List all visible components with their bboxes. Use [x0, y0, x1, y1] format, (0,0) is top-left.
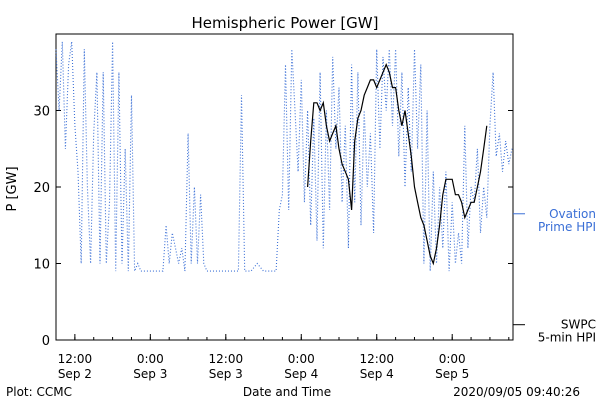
chart-title: Hemispheric Power [GW] [192, 14, 379, 32]
x-tick-date: Sep 3 [133, 367, 167, 381]
legend-label-line2: 5-min HPI [538, 331, 596, 345]
footer-timestamp: 2020/09/05 09:40:26 [453, 385, 580, 399]
x-tick-date: Sep 4 [360, 367, 394, 381]
x-tick-time: 0:00 [137, 352, 164, 366]
x-axis-label: Date and Time [243, 385, 331, 399]
y-tick-label: 30 [33, 105, 50, 120]
x-tick-time: 12:00 [209, 352, 244, 366]
swpc-hpi-series-line [307, 63, 488, 266]
x-tick-time: 12:00 [58, 352, 93, 366]
footer-plot-credit: Plot: CCMC [6, 385, 72, 399]
y-axis-label: P [GW] [5, 166, 20, 211]
y-tick-label: 0 [42, 334, 50, 349]
x-tick-time: 12:00 [359, 352, 394, 366]
x-tick-date: Sep 5 [435, 367, 469, 381]
x-tick-date: Sep 3 [209, 367, 243, 381]
legend-label: Ovation [549, 207, 596, 221]
legend-label-line2: Prime HPI [538, 220, 596, 234]
x-tick-date: Sep 4 [284, 367, 318, 381]
y-axis: 0 10 20 30 [33, 105, 513, 349]
ovation-hpi-series-line [55, 41, 513, 272]
plot-area [55, 41, 513, 272]
x-tick-time: 0:00 [288, 352, 315, 366]
x-tick-time: 0:00 [439, 352, 466, 366]
y-tick-label: 10 [33, 258, 50, 273]
legend-label: SWPC [561, 318, 596, 332]
y-tick-label: 20 [33, 181, 50, 196]
x-tick-date: Sep 2 [58, 367, 92, 381]
